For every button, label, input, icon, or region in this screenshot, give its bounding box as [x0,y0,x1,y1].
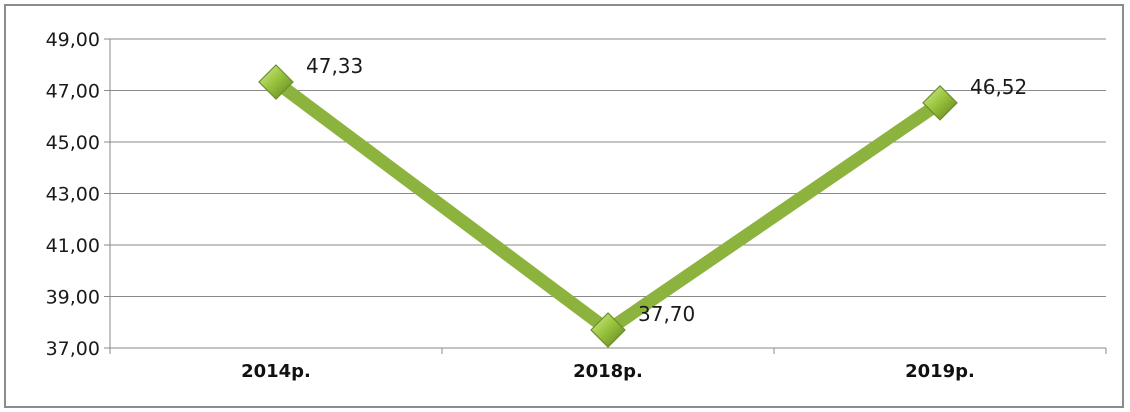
x-category-label: 2014р. [241,361,311,382]
y-axis-tick-labels: 37,00 39,00 41,00 43,00 45,00 47,00 49,00 [46,29,100,360]
y-tick-label: 43,00 [46,184,100,206]
x-category-label: 2019р. [905,361,975,382]
data-point-marker [922,85,958,121]
data-label: 47,33 [306,54,363,78]
series-markers [258,64,958,348]
chart-frame [4,4,1124,408]
x-category-label: 2018р. [573,361,643,382]
y-tick-label: 37,00 [46,338,100,360]
y-tick-label: 49,00 [46,29,100,51]
data-label: 46,52 [970,75,1027,99]
data-point-marker [590,312,626,348]
y-tick-label: 47,00 [46,81,100,103]
data-label: 37,70 [638,302,695,326]
y-tick-label: 45,00 [46,132,100,154]
axes [104,38,1107,354]
x-axis-category-labels: 2014р. 2018р. 2019р. [241,361,975,382]
data-labels: 47,33 37,70 46,52 [306,54,1027,326]
y-tick-label: 39,00 [46,287,100,309]
series-line [269,75,947,337]
series-line-path [269,75,947,337]
gridlines [110,38,1106,349]
data-point-marker [258,64,294,100]
y-tick-label: 41,00 [46,235,100,257]
